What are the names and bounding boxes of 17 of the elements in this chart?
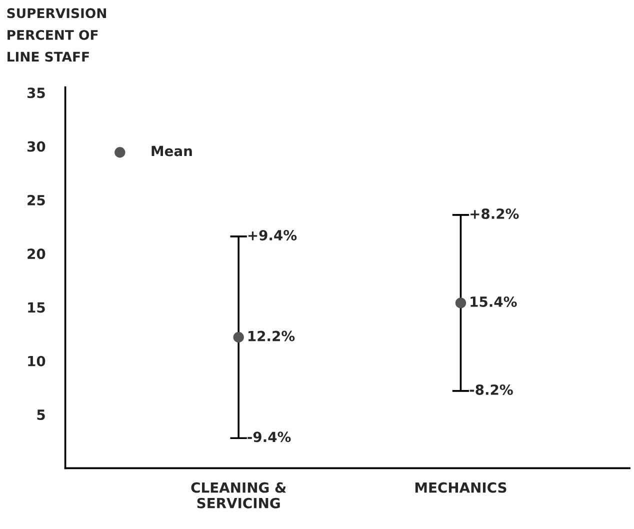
y-tick-label: 15 xyxy=(28,302,45,313)
annotation: -9.4% xyxy=(248,432,291,442)
y-tick-label: 35 xyxy=(27,88,45,98)
y-tick-label: 20 xyxy=(28,248,46,260)
data-label: 12.2% xyxy=(248,330,295,342)
x-tick-label: MECHANICS xyxy=(415,482,506,493)
annotation: +8.2% xyxy=(470,208,519,219)
annotation: -8.2% xyxy=(470,384,513,395)
x-tick-label: CLEANING & SERVICING xyxy=(191,482,286,508)
y-tick-label: 25 xyxy=(28,194,45,206)
legend-label: Mean xyxy=(152,146,192,156)
y-axis-title: SUPERVISION PERCENT OF LINE STAFF xyxy=(7,8,106,62)
y-tick-label: 5 xyxy=(37,410,45,420)
data-label: 15.4% xyxy=(470,296,517,307)
y-tick-label: 10 xyxy=(28,356,46,366)
annotation: +9.4% xyxy=(248,230,297,240)
y-tick-label: 30 xyxy=(27,141,46,152)
